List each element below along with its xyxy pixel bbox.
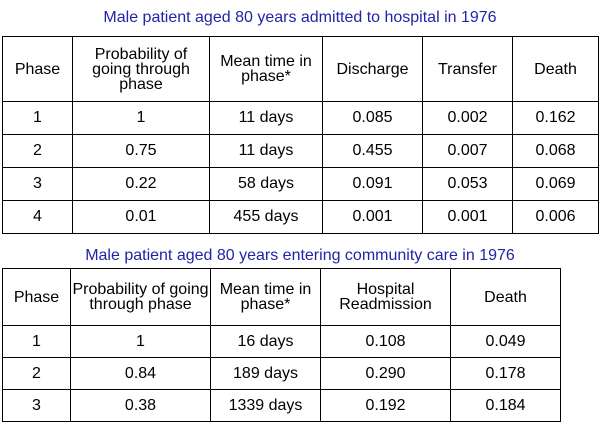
table-header-row: Phase Probability of going through phase… <box>2 268 561 326</box>
cell-readmission: 0.192 <box>320 389 451 422</box>
cell-transfer: 0.002 <box>422 101 513 135</box>
table-row: 2 0.75 11 days 0.455 0.007 0.068 <box>2 134 599 168</box>
cell-phase: 1 <box>2 325 71 358</box>
cell-mean-time: 455 days <box>209 200 323 234</box>
header-phase: Phase <box>2 268 71 326</box>
table-row: 4 0.01 455 days 0.001 0.001 0.006 <box>2 200 599 234</box>
header-transfer: Transfer <box>422 36 513 102</box>
cell-readmission: 0.108 <box>320 325 451 358</box>
table-row: 1 1 11 days 0.085 0.002 0.162 <box>2 101 599 135</box>
hospital-admission-table: Phase Probability of going through phase… <box>2 36 599 234</box>
cell-death: 0.049 <box>450 325 561 358</box>
cell-phase: 1 <box>2 101 73 135</box>
cell-mean-time: 1339 days <box>210 389 321 422</box>
cell-mean-time: 11 days <box>209 134 323 168</box>
header-phase: Phase <box>2 36 73 102</box>
cell-mean-time: 189 days <box>210 357 321 390</box>
header-death: Death <box>512 36 599 102</box>
cell-transfer: 0.053 <box>422 167 513 201</box>
cell-probability: 0.22 <box>72 167 210 201</box>
cell-phase: 2 <box>2 357 71 390</box>
cell-transfer: 0.001 <box>422 200 513 234</box>
cell-discharge: 0.085 <box>322 101 423 135</box>
cell-discharge: 0.091 <box>322 167 423 201</box>
cell-phase: 2 <box>2 134 73 168</box>
table1-title: Male patient aged 80 years admitted to h… <box>103 9 497 26</box>
cell-probability: 0.75 <box>72 134 210 168</box>
cell-death: 0.178 <box>450 357 561 390</box>
table-row: 3 0.38 1339 days 0.192 0.184 <box>2 389 561 422</box>
header-mean-time: Mean time in phase* <box>209 36 323 102</box>
table-header-row: Phase Probability of going through phase… <box>2 36 599 102</box>
cell-readmission: 0.290 <box>320 357 451 390</box>
cell-death: 0.006 <box>512 200 599 234</box>
cell-probability: 1 <box>72 101 210 135</box>
cell-probability: 0.84 <box>70 357 211 390</box>
cell-phase: 4 <box>2 200 73 234</box>
cell-death: 0.162 <box>512 101 599 135</box>
header-death: Death <box>450 268 561 326</box>
cell-phase: 3 <box>2 167 73 201</box>
cell-discharge: 0.455 <box>322 134 423 168</box>
header-probability: Probability of going through phase <box>70 268 211 326</box>
header-probability: Probability of going through phase <box>72 36 210 102</box>
header-mean-time: Mean time in phase* <box>210 268 321 326</box>
cell-transfer: 0.007 <box>422 134 513 168</box>
header-hospital-readmission: Hospital Readmission <box>320 268 451 326</box>
cell-discharge: 0.001 <box>322 200 423 234</box>
cell-mean-time: 58 days <box>209 167 323 201</box>
cell-death: 0.184 <box>450 389 561 422</box>
table-row: 2 0.84 189 days 0.290 0.178 <box>2 357 561 390</box>
table-row: 1 1 16 days 0.108 0.049 <box>2 325 561 358</box>
cell-death: 0.069 <box>512 167 599 201</box>
cell-phase: 3 <box>2 389 71 422</box>
table2-title: Male patient aged 80 years entering comm… <box>85 247 515 264</box>
cell-death: 0.068 <box>512 134 599 168</box>
cell-probability: 0.38 <box>70 389 211 422</box>
cell-mean-time: 16 days <box>210 325 321 358</box>
header-discharge: Discharge <box>322 36 423 102</box>
table-row: 3 0.22 58 days 0.091 0.053 0.069 <box>2 167 599 201</box>
cell-mean-time: 11 days <box>209 101 323 135</box>
cell-probability: 0.01 <box>72 200 210 234</box>
community-care-table: Phase Probability of going through phase… <box>2 268 561 422</box>
cell-probability: 1 <box>70 325 211 358</box>
